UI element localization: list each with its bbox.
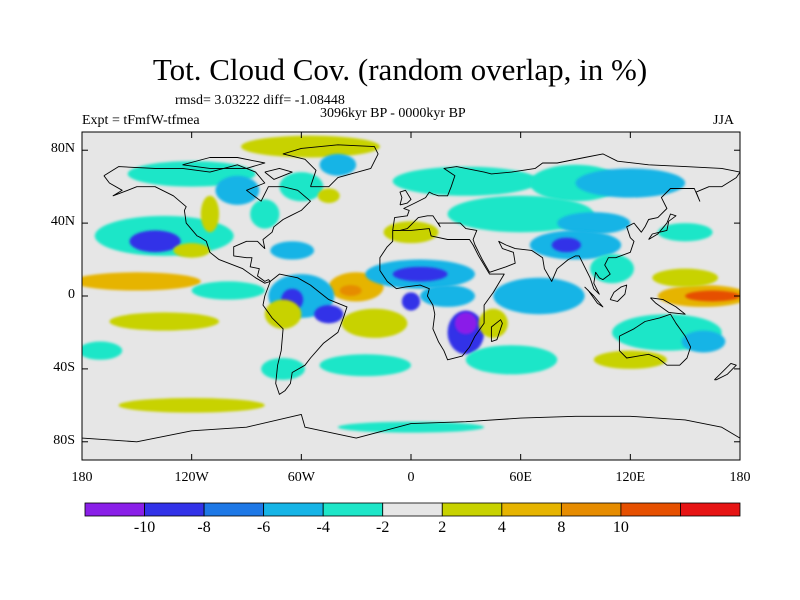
coastline bbox=[103, 164, 311, 284]
colorbar-label: 10 bbox=[612, 519, 629, 536]
y-tick-label: 40N bbox=[50, 214, 75, 230]
anomaly-patch bbox=[652, 268, 719, 287]
experiment-label: Expt = tFmfW-tfmea bbox=[82, 113, 200, 128]
anomaly-patch bbox=[383, 221, 439, 244]
anomaly-patch bbox=[129, 230, 181, 253]
anomaly-patch bbox=[557, 212, 631, 235]
anomaly-patch bbox=[109, 312, 220, 331]
colorbar-swatch bbox=[322, 502, 384, 517]
anomaly-patch bbox=[270, 241, 315, 260]
anomaly-patch bbox=[575, 168, 686, 198]
season-label: JJA bbox=[713, 113, 735, 128]
anomaly-patch bbox=[82, 272, 201, 291]
coastline bbox=[609, 284, 628, 302]
anomaly-layer bbox=[82, 135, 740, 433]
x-tick-label: 180 bbox=[71, 470, 93, 485]
coastline bbox=[264, 167, 293, 180]
anomaly-patch bbox=[118, 398, 265, 413]
colorbar-label: 8 bbox=[557, 519, 566, 536]
x-tick-label: 60E bbox=[509, 470, 532, 485]
anomaly-patch bbox=[264, 299, 302, 329]
anomaly-patch bbox=[657, 223, 713, 242]
coastline bbox=[262, 273, 348, 395]
colorbar-label: -2 bbox=[376, 519, 390, 536]
coastline bbox=[618, 313, 692, 366]
colorbar-label: -10 bbox=[133, 519, 156, 536]
anomaly-patch bbox=[314, 305, 344, 324]
x-tick-label: 120E bbox=[615, 470, 646, 485]
y-tick-label: 80S bbox=[53, 432, 75, 448]
coastline bbox=[648, 213, 677, 240]
coastline bbox=[714, 362, 737, 381]
anomaly-patch bbox=[250, 199, 280, 229]
colorbar-swatch bbox=[84, 502, 145, 517]
x-tick-label: 0 bbox=[407, 470, 415, 485]
coastline bbox=[584, 286, 604, 308]
anomaly-patch bbox=[339, 285, 362, 296]
coastline bbox=[82, 413, 740, 443]
stats-line: rmsd= 3.03222 diff= -1.08448 bbox=[175, 93, 345, 108]
y-tick-label: 0 bbox=[68, 287, 75, 302]
anomaly-patch bbox=[82, 341, 123, 360]
anomaly-patch bbox=[241, 135, 380, 158]
colorbar-swatch bbox=[620, 502, 681, 517]
x-tick-label: 180 bbox=[729, 470, 751, 485]
coastline bbox=[282, 144, 379, 188]
anomaly-patch bbox=[319, 153, 357, 176]
anomaly-patch bbox=[392, 266, 448, 282]
anomaly-patch bbox=[493, 277, 585, 315]
anomaly-patch bbox=[551, 237, 581, 253]
colorbar bbox=[84, 502, 741, 517]
anomaly-patch bbox=[200, 195, 220, 233]
anomaly-patch bbox=[191, 281, 265, 300]
coastline bbox=[379, 228, 505, 361]
anomaly-patch bbox=[392, 166, 539, 196]
anomaly-patch bbox=[465, 345, 558, 375]
period-label: 3096kyr BP - 0000kyr BP bbox=[320, 106, 466, 121]
anomaly-patch bbox=[590, 254, 634, 284]
coastline bbox=[650, 297, 686, 315]
colorbar-swatch bbox=[382, 502, 443, 517]
colorbar-swatch bbox=[560, 502, 622, 517]
coastline bbox=[490, 319, 503, 343]
axis-ticks bbox=[81, 132, 741, 460]
colorbar-label: -4 bbox=[316, 519, 330, 536]
anomaly-patch bbox=[420, 285, 475, 307]
anomaly-patch bbox=[454, 312, 477, 335]
y-tick-label: 40S bbox=[53, 359, 75, 375]
colorbar-label: 2 bbox=[438, 519, 447, 536]
colorbar-swatch bbox=[680, 502, 741, 517]
anomaly-patch bbox=[173, 243, 210, 258]
x-tick-label: 120W bbox=[174, 470, 209, 485]
colorbar-label: -6 bbox=[256, 519, 271, 536]
colorbar-swatch bbox=[263, 502, 324, 517]
plot-title: Tot. Cloud Cov. (random overlap, in %) bbox=[152, 52, 648, 87]
anomaly-patch bbox=[319, 354, 411, 377]
anomaly-patch bbox=[261, 357, 305, 380]
anomaly-patch bbox=[337, 421, 485, 433]
colorbar-swatch bbox=[203, 502, 265, 517]
colorbar-label: 4 bbox=[497, 519, 506, 536]
colorbar-label: -8 bbox=[197, 519, 211, 536]
anomaly-patch bbox=[341, 308, 408, 338]
anomaly-patch bbox=[401, 292, 421, 311]
colorbar-swatch bbox=[501, 502, 562, 517]
x-tick-label: 60W bbox=[287, 470, 315, 485]
colorbar-swatch bbox=[441, 502, 503, 517]
coastline bbox=[392, 153, 740, 295]
colorbar-swatch bbox=[144, 502, 205, 517]
anomaly-patch bbox=[215, 175, 260, 205]
anomaly-patch bbox=[317, 188, 340, 204]
coastline-layer bbox=[82, 144, 740, 443]
anomaly-patch bbox=[685, 290, 740, 302]
coastline bbox=[399, 189, 412, 206]
anomaly-patch bbox=[279, 172, 324, 202]
anomaly-patch bbox=[593, 350, 667, 369]
anomaly-patch bbox=[478, 308, 508, 338]
coastline bbox=[182, 157, 266, 169]
anomaly-patch bbox=[681, 330, 726, 353]
y-tick-label: 80N bbox=[50, 141, 75, 157]
